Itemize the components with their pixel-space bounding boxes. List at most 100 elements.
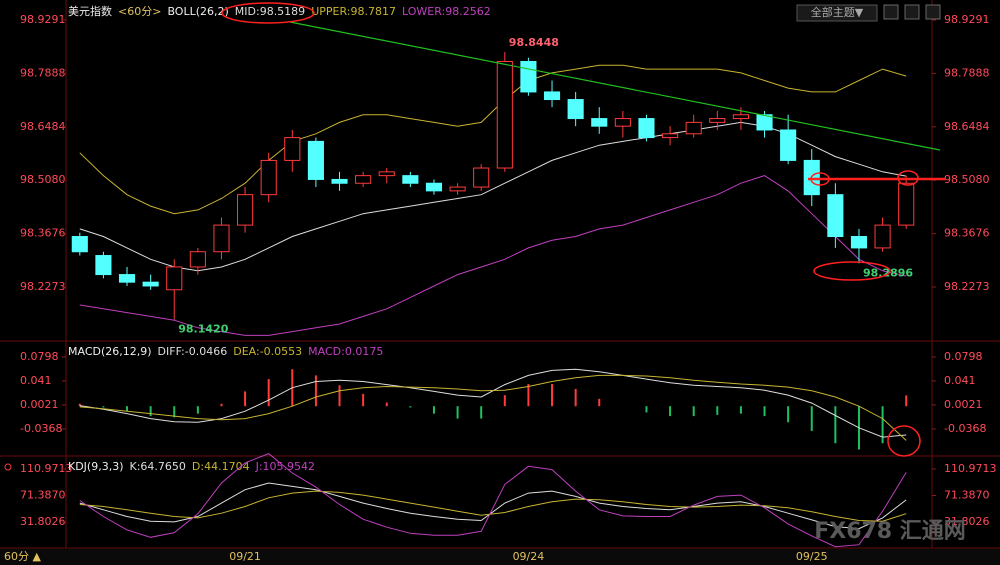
y-tick-label: 0.0798 bbox=[20, 350, 59, 363]
y-tick-label: 98.9291 bbox=[20, 13, 66, 26]
indicator-line bbox=[79, 453, 907, 548]
y-tick-label: 0.041 bbox=[20, 374, 52, 387]
highlight-circle bbox=[897, 170, 919, 186]
trend-line bbox=[289, 21, 941, 151]
candle-body bbox=[425, 182, 443, 192]
tool-icon[interactable] bbox=[904, 4, 920, 20]
header-text: <60分> bbox=[118, 5, 161, 18]
y-tick-label: 98.5080 bbox=[20, 173, 66, 186]
candle-body bbox=[402, 175, 419, 184]
header-text: MACD(26,12,9) bbox=[68, 345, 152, 358]
candle-body bbox=[473, 167, 490, 188]
highlight-circle bbox=[221, 2, 315, 24]
watermark: FX678 汇通网 bbox=[814, 519, 966, 544]
candle-body bbox=[543, 91, 561, 101]
y-tick-label-right: 31.8026 bbox=[944, 515, 990, 528]
y-tick-label: -0.0368 bbox=[20, 422, 62, 435]
period-button[interactable]: 60分 ▲ bbox=[4, 550, 41, 563]
y-tick-label-right: 0.0798 bbox=[944, 350, 983, 363]
y-tick-label-right: 98.7888 bbox=[944, 66, 990, 79]
candle-body bbox=[591, 118, 608, 127]
header-text: UPPER:98.7817 bbox=[311, 5, 396, 18]
header-text: LOWER:98.2562 bbox=[402, 5, 491, 18]
header-text: DIFF:-0.0466 bbox=[158, 345, 228, 358]
candle-body bbox=[237, 194, 254, 226]
candle-body bbox=[827, 194, 844, 238]
header-text: D:44.1704 bbox=[192, 460, 250, 473]
x-tick-label: 09/25 bbox=[796, 550, 828, 563]
candle-body bbox=[95, 255, 112, 276]
candle-body bbox=[331, 178, 348, 184]
highlight-circle bbox=[813, 261, 891, 281]
y-tick-label-right: 0.0021 bbox=[944, 398, 983, 411]
indicator-line bbox=[79, 374, 907, 441]
theme-button[interactable]: 全部主题▼ bbox=[811, 5, 864, 19]
header-text: KDJ(9,3,3) bbox=[68, 460, 124, 473]
price-annotation: 98.1420 bbox=[178, 322, 228, 335]
tool-icon[interactable] bbox=[883, 4, 899, 20]
candle-body bbox=[850, 236, 868, 249]
candle-body bbox=[685, 121, 702, 135]
price-annotation: 98.8448 bbox=[509, 36, 559, 49]
footer-bar bbox=[0, 549, 1000, 565]
highlight-circle bbox=[810, 172, 830, 186]
y-tick-label-right: 98.9291 bbox=[944, 13, 990, 26]
y-tick-label: 31.8026 bbox=[20, 515, 66, 528]
y-tick-label-right: 110.9713 bbox=[944, 462, 997, 475]
candle-body bbox=[118, 274, 136, 283]
y-tick-label: 110.9713 bbox=[20, 462, 73, 475]
y-tick-label: 98.6484 bbox=[20, 120, 66, 133]
price-annotation: 98.2896 bbox=[863, 266, 913, 279]
candle-body bbox=[780, 129, 797, 161]
candle-body bbox=[378, 171, 395, 177]
header-text: K:64.7650 bbox=[130, 460, 186, 473]
candle-body bbox=[874, 224, 891, 249]
candle-body bbox=[213, 224, 230, 253]
candle-body bbox=[307, 140, 324, 180]
y-tick-label: 71.3870 bbox=[20, 489, 66, 502]
theme-button-box[interactable] bbox=[796, 4, 878, 22]
candle-body bbox=[662, 133, 679, 139]
candle-body bbox=[732, 114, 749, 120]
y-tick-label-right: -0.0368 bbox=[944, 422, 986, 435]
candle-body bbox=[284, 137, 301, 161]
candle-body bbox=[71, 236, 88, 253]
x-tick-label: 09/21 bbox=[229, 550, 261, 563]
y-tick-label-right: 98.6484 bbox=[944, 120, 990, 133]
y-tick-label: 0.0021 bbox=[20, 398, 59, 411]
indicator-line bbox=[79, 490, 907, 522]
candle-body bbox=[355, 175, 372, 184]
candle-body bbox=[166, 266, 183, 291]
candle-body bbox=[567, 99, 584, 120]
y-tick-label-right: 71.3870 bbox=[944, 489, 990, 502]
candle-body bbox=[898, 182, 915, 226]
candle-body bbox=[449, 186, 466, 192]
candle-body bbox=[496, 60, 513, 169]
y-tick-label-right: 0.041 bbox=[944, 374, 976, 387]
y-tick-label: 98.3676 bbox=[20, 227, 66, 240]
y-tick-label: 98.2273 bbox=[20, 280, 66, 293]
candle-body bbox=[638, 118, 655, 139]
indicator-line bbox=[79, 64, 907, 215]
y-tick-label: 98.7888 bbox=[20, 66, 66, 79]
y-tick-label-right: 98.5080 bbox=[944, 173, 990, 186]
candle-body bbox=[142, 281, 159, 287]
highlight-circle bbox=[887, 425, 921, 457]
candle-body bbox=[709, 118, 726, 123]
panel-icon bbox=[4, 463, 12, 471]
candle-body bbox=[260, 159, 277, 196]
y-tick-label-right: 98.2273 bbox=[944, 280, 990, 293]
y-tick-label-right: 98.3676 bbox=[944, 227, 990, 240]
x-tick-label: 09/24 bbox=[513, 550, 545, 563]
header-text: DEA:-0.0553 bbox=[233, 345, 302, 358]
candle-body bbox=[614, 118, 631, 127]
indicator-line bbox=[79, 482, 907, 530]
candle-body bbox=[520, 60, 537, 93]
header-text: 美元指数 bbox=[68, 4, 112, 18]
header-text: MID:98.5189 bbox=[235, 5, 305, 18]
header-text: MACD:0.0175 bbox=[308, 345, 383, 358]
header-text: BOLL(26,2) bbox=[167, 5, 228, 18]
tool-icon[interactable] bbox=[925, 4, 941, 20]
